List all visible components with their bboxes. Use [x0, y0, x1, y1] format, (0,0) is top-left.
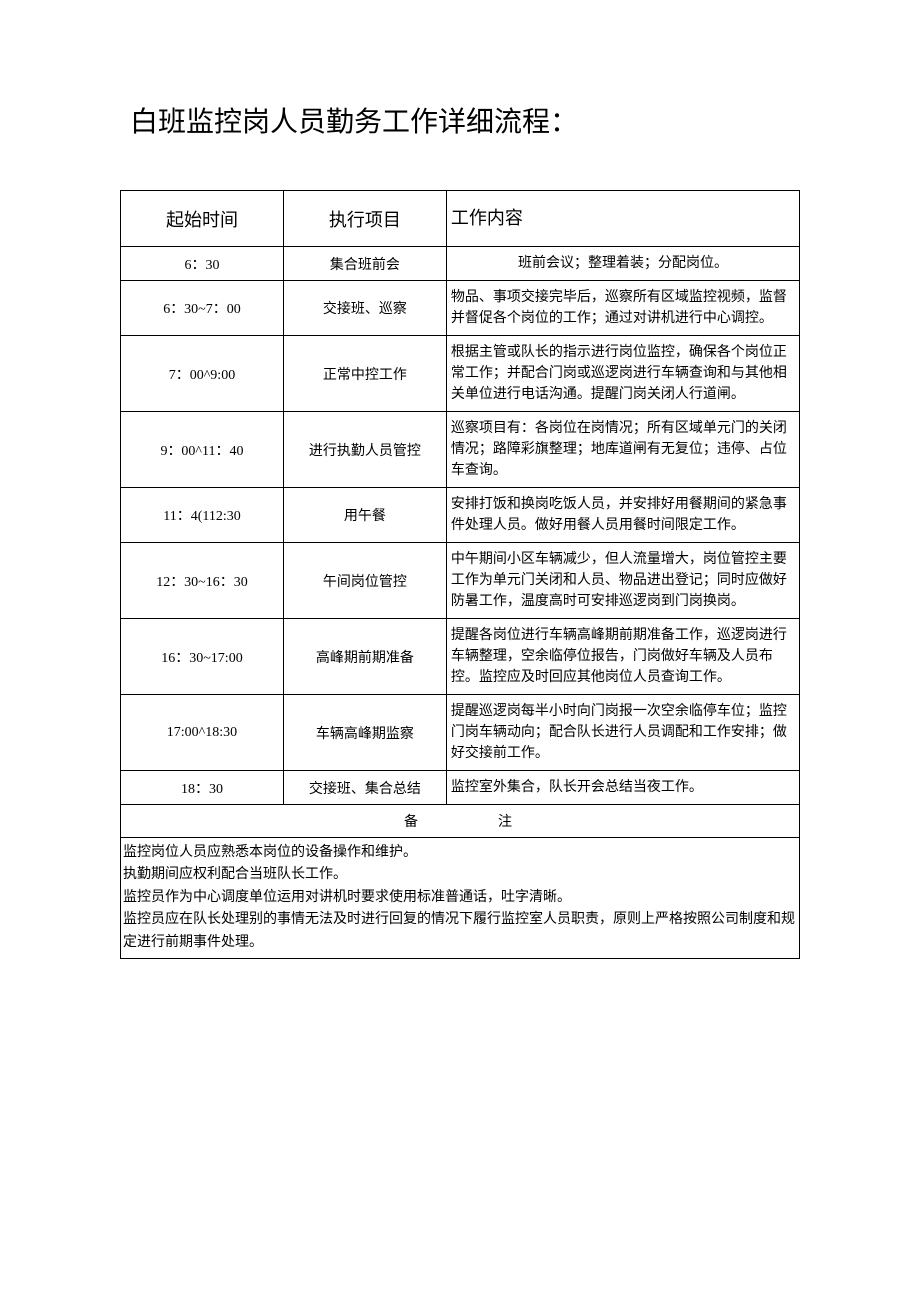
header-content: 工作内容: [446, 191, 799, 247]
cell-content: 巡察项目有：各岗位在岗情况；所有区域单元门的关闭情况；路障彩旗整理；地库道闸有无…: [446, 412, 799, 488]
cell-time: 6：30: [121, 247, 284, 281]
table-row: 12：30~16：30 午间岗位管控 中午期间小区车辆减少，但人流量增大，岗位管…: [121, 543, 800, 619]
cell-time: 9：00^11：40: [121, 412, 284, 488]
cell-item: 用午餐: [283, 488, 446, 543]
cell-time: 11：4(112:30: [121, 488, 284, 543]
cell-content: 安排打饭和换岗吃饭人员，并安排好用餐期间的紧急事件处理人员。做好用餐人员用餐时间…: [446, 488, 799, 543]
cell-time: 12：30~16：30: [121, 543, 284, 619]
cell-content: 提醒各岗位进行车辆高峰期前期准备工作，巡逻岗进行车辆整理，空余临停位报告，门岗做…: [446, 619, 799, 695]
cell-content: 提醒巡逻岗每半小时向门岗报一次空余临停车位；监控门岗车辆动向；配合队长进行人员调…: [446, 695, 799, 771]
cell-content: 班前会议；整理着装；分配岗位。: [446, 247, 799, 281]
remarks-body: 监控岗位人员应熟悉本岗位的设备操作和维护。执勤期间应权利配合当班队长工作。监控员…: [121, 838, 800, 959]
remarks-header-row: 备注: [121, 805, 800, 838]
cell-content: 物品、事项交接完毕后，巡察所有区域监控视频，监督并督促各个岗位的工作；通过对讲机…: [446, 281, 799, 336]
cell-time: 7：00^9:00: [121, 336, 284, 412]
cell-content: 中午期间小区车辆减少，但人流量增大，岗位管控主要工作为单元门关闭和人员、物品进出…: [446, 543, 799, 619]
table-row: 11：4(112:30 用午餐 安排打饭和换岗吃饭人员，并安排好用餐期间的紧急事…: [121, 488, 800, 543]
cell-item: 车辆高峰期监察: [283, 695, 446, 771]
table-row: 17:00^18:30 车辆高峰期监察 提醒巡逻岗每半小时向门岗报一次空余临停车…: [121, 695, 800, 771]
cell-item: 交接班、巡察: [283, 281, 446, 336]
header-item: 执行项目: [283, 191, 446, 247]
table-row: 16：30~17:00 高峰期前期准备 提醒各岗位进行车辆高峰期前期准备工作，巡…: [121, 619, 800, 695]
remarks-body-row: 监控岗位人员应熟悉本岗位的设备操作和维护。执勤期间应权利配合当班队长工作。监控员…: [121, 838, 800, 959]
table-header-row: 起始时间 执行项目 工作内容: [121, 191, 800, 247]
schedule-table: 起始时间 执行项目 工作内容 6：30 集合班前会 班前会议；整理着装；分配岗位…: [120, 190, 800, 959]
cell-content: 根据主管或队长的指示进行岗位监控，确保各个岗位正常工作；并配合门岗或巡逻岗进行车…: [446, 336, 799, 412]
cell-item: 正常中控工作: [283, 336, 446, 412]
cell-time: 17:00^18:30: [121, 695, 284, 771]
remarks-header: 备注: [121, 805, 800, 838]
cell-item: 高峰期前期准备: [283, 619, 446, 695]
cell-item: 午间岗位管控: [283, 543, 446, 619]
cell-item: 进行执勤人员管控: [283, 412, 446, 488]
cell-time: 16：30~17:00: [121, 619, 284, 695]
cell-time: 18：30: [121, 771, 284, 805]
table-row: 18：30 交接班、集合总结 监控室外集合，队长开会总结当夜工作。: [121, 771, 800, 805]
table-row: 6：30~7：00 交接班、巡察 物品、事项交接完毕后，巡察所有区域监控视频，监…: [121, 281, 800, 336]
header-time: 起始时间: [121, 191, 284, 247]
table-row: 6：30 集合班前会 班前会议；整理着装；分配岗位。: [121, 247, 800, 281]
cell-time: 6：30~7：00: [121, 281, 284, 336]
cell-content: 监控室外集合，队长开会总结当夜工作。: [446, 771, 799, 805]
page-title: 白班监控岗人员勤务工作详细流程：: [120, 100, 800, 140]
table-row: 7：00^9:00 正常中控工作 根据主管或队长的指示进行岗位监控，确保各个岗位…: [121, 336, 800, 412]
table-row: 9：00^11：40 进行执勤人员管控 巡察项目有：各岗位在岗情况；所有区域单元…: [121, 412, 800, 488]
cell-item: 集合班前会: [283, 247, 446, 281]
cell-item: 交接班、集合总结: [283, 771, 446, 805]
